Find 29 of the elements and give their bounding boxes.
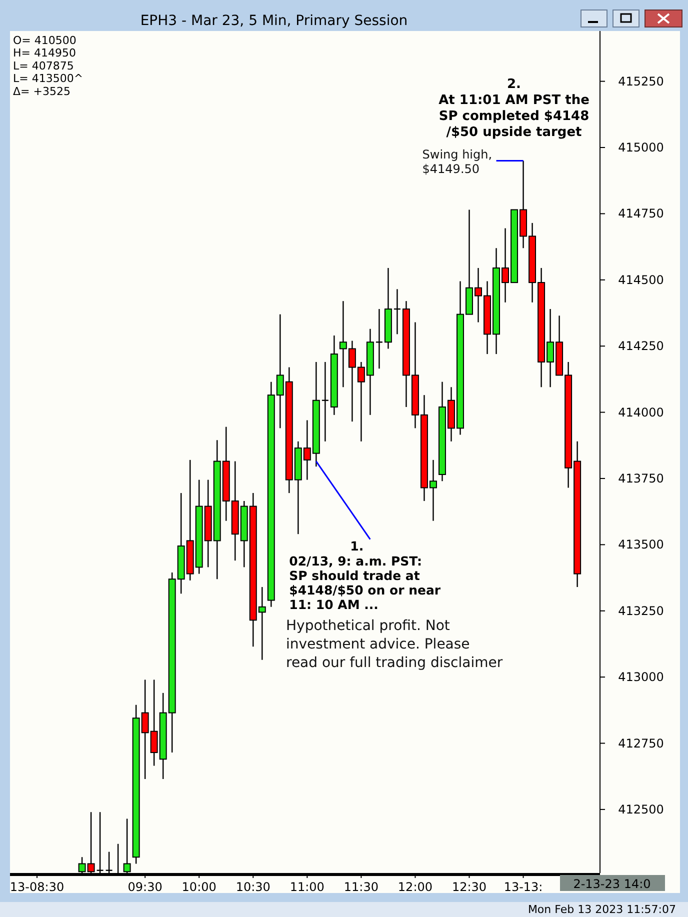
y-tick-label: 413500 — [618, 538, 664, 552]
x-tick-label: 12:30 — [452, 880, 487, 894]
y-tick-label: 413250 — [618, 604, 664, 618]
x-tick-label: 12:00 — [398, 880, 433, 894]
y-tick-label: 413750 — [618, 471, 664, 486]
annotation: Hypothetical profit. Not investment advice. Please read our full trading disclaimer — [286, 618, 503, 671]
y-tick-label: 412500 — [618, 802, 664, 816]
annotation: Swing high, $4149.50 — [422, 148, 492, 176]
y-tick-label: 415250 — [618, 74, 664, 88]
x-tick-label: 13-08:30 — [10, 880, 64, 894]
y-tick-label: 414500 — [618, 272, 664, 287]
x-tick-label: 09:30 — [128, 880, 162, 894]
x-tick-label: 10:00 — [182, 880, 216, 894]
y-tick-label: 414750 — [618, 206, 664, 221]
x-tick-label: 13-13: — [504, 880, 543, 894]
x-tick-label: 11:30 — [344, 880, 378, 894]
annotation: 2. At 11:01 AM PST the SP completed $4148 /$50 upside target — [438, 77, 590, 140]
text: Mon Feb 13 2023 11:57:07 — [528, 903, 676, 916]
y-tick-label: 414000 — [618, 405, 664, 420]
y-tick-label: 412750 — [618, 736, 664, 750]
y-tick-label: 415000 — [618, 140, 664, 155]
x-tick-label: 11:00 — [290, 880, 324, 894]
annotation: 1. 02/13, 9: a.m. PST: SP should trade at $4148/$50 on or near 11: 10 AM ... — [289, 538, 442, 612]
y-tick-label: 413000 — [618, 670, 664, 684]
y-tick-label: 414250 — [618, 339, 664, 354]
text: 2-13-23 14:0 — [573, 877, 651, 891]
annotation: O= 410500 H= 414950 L= 407875 L= 413500^ Δ= +3525 — [13, 34, 84, 98]
x-tick-label: 10:30 — [236, 880, 270, 894]
chart-title: EPH3 - Mar 23, 5 Min, Primary Session — [140, 13, 408, 29]
